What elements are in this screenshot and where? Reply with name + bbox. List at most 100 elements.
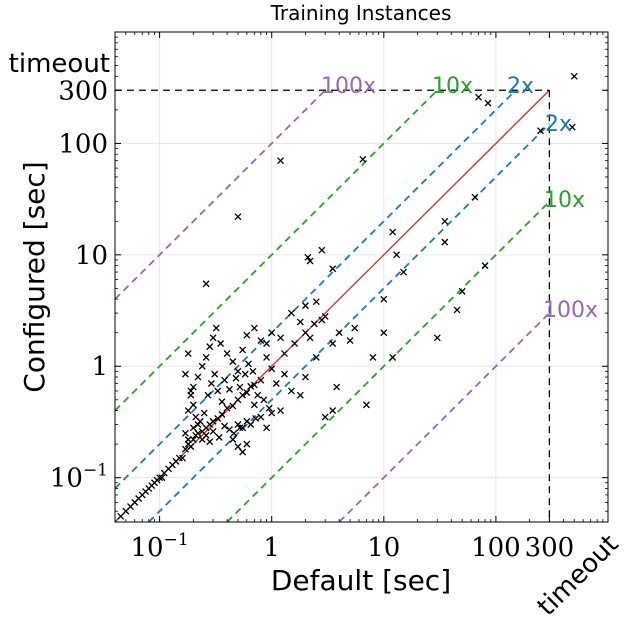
data-point — [257, 413, 265, 421]
data-point — [217, 340, 225, 347]
data-point — [194, 429, 202, 437]
data-point — [247, 421, 255, 428]
data-point — [206, 343, 214, 351]
data-point — [329, 407, 337, 415]
data-point — [277, 407, 285, 415]
data-point — [236, 424, 244, 432]
data-point — [471, 193, 479, 201]
data-point — [484, 99, 492, 107]
data-point — [236, 383, 244, 391]
data-point — [252, 414, 260, 422]
data-point — [265, 404, 273, 412]
data-point — [351, 324, 359, 332]
data-point — [229, 402, 237, 410]
data-point — [257, 337, 265, 345]
y-tick-label: 10−1 — [50, 461, 108, 494]
data-point — [211, 370, 219, 378]
data-point — [306, 257, 314, 265]
data-point — [221, 376, 229, 384]
data-point — [250, 381, 258, 389]
data-point — [229, 436, 237, 443]
x-tick-label: 1 — [263, 533, 280, 563]
data-point — [400, 268, 408, 276]
data-point — [453, 306, 461, 314]
data-point — [329, 340, 337, 347]
data-point — [234, 421, 242, 428]
data-point — [234, 443, 242, 451]
data-point — [206, 438, 214, 446]
data-point — [243, 331, 251, 339]
data-point — [389, 353, 397, 361]
data-point — [241, 370, 249, 378]
ref-line-upper-2x — [114, 89, 517, 490]
data-point — [221, 422, 229, 430]
data-point — [189, 436, 197, 443]
data-point — [321, 413, 329, 421]
data-point — [268, 409, 276, 417]
data-point — [268, 329, 276, 337]
data-point — [304, 253, 312, 261]
x-tick-label: 10 — [367, 533, 400, 563]
grid — [115, 32, 608, 522]
ref-label-upper-100x: 100x — [321, 74, 376, 99]
data-point — [212, 324, 220, 332]
data-point — [346, 337, 354, 345]
data-point — [187, 387, 195, 395]
data-point — [263, 340, 271, 347]
data-point — [249, 367, 257, 375]
y-tick-label: 1 — [91, 352, 108, 382]
data-point — [214, 387, 222, 395]
data-point — [312, 298, 320, 306]
data-point — [184, 350, 192, 358]
timeout-lines — [115, 89, 551, 522]
data-point — [537, 127, 544, 135]
data-point — [310, 320, 318, 328]
y-tick-label: 10 — [75, 241, 108, 271]
data-point — [441, 238, 449, 246]
data-point — [570, 72, 578, 80]
data-point — [179, 454, 186, 462]
data-point — [393, 251, 401, 259]
data-point — [234, 213, 242, 221]
data-point — [202, 353, 210, 361]
data-point — [229, 358, 237, 366]
data-point — [189, 383, 197, 391]
data-point — [281, 350, 288, 358]
data-point — [301, 302, 309, 310]
data-point — [287, 387, 295, 395]
data-point — [239, 424, 247, 432]
data-point — [260, 396, 268, 404]
data-point — [202, 431, 210, 439]
data-point — [234, 367, 242, 375]
data-point — [433, 334, 441, 342]
data-point — [209, 427, 217, 435]
ref-line-lower-2x — [148, 123, 551, 523]
plot-frame — [114, 31, 609, 523]
ref-label-lower-2x: 2x — [545, 112, 572, 137]
ref-label-upper-2x: 2x — [507, 74, 534, 99]
identity-line — [114, 89, 550, 523]
data-point — [380, 329, 388, 337]
data-point — [194, 373, 202, 381]
x-axis-label: Default [sec] — [271, 564, 451, 597]
data-point — [333, 383, 341, 391]
data-point — [247, 382, 255, 390]
data-point — [272, 380, 280, 387]
data-point — [215, 433, 223, 441]
data-point — [218, 398, 226, 406]
data-point — [291, 340, 299, 347]
data-point — [359, 155, 367, 163]
data-point — [301, 329, 309, 337]
y-timeout-label: timeout — [9, 49, 110, 79]
ref-line-upper-10x — [114, 89, 438, 412]
data-point — [189, 401, 197, 409]
chart-title: Training Instances — [270, 1, 452, 25]
data-point — [239, 448, 247, 456]
data-point — [301, 373, 309, 381]
ref-label-lower-100x: 100x — [543, 298, 598, 323]
y-tick-label: 300 — [58, 76, 108, 106]
data-point — [250, 324, 258, 332]
data-point — [277, 334, 285, 342]
data-point — [441, 217, 449, 225]
